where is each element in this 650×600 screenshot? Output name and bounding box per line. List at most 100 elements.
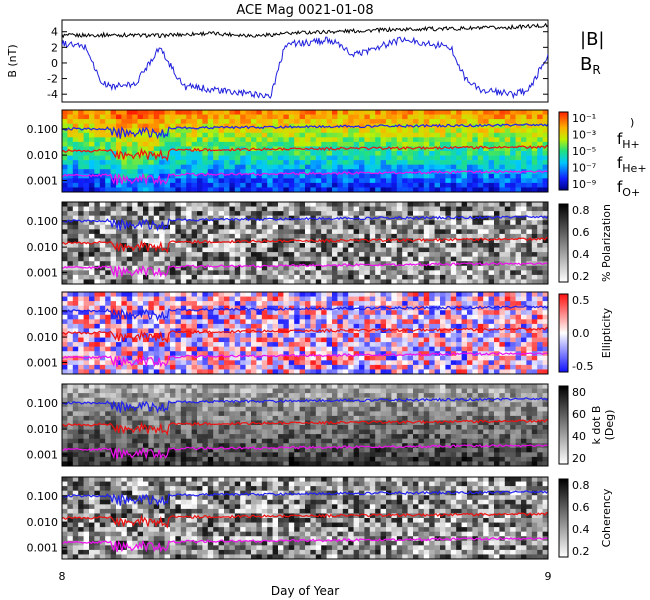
heatmap-cell [402, 305, 408, 311]
heatmap-cell [153, 346, 160, 352]
heatmap-cell [440, 182, 446, 188]
heatmap-cell [116, 119, 122, 124]
heatmap-cell [348, 233, 354, 239]
heatmap-cell [245, 169, 252, 175]
heatmap-cell [202, 151, 209, 156]
heatmap-cell [488, 164, 495, 170]
heatmap-cell [359, 305, 365, 311]
heatmap-cell [240, 128, 246, 134]
heatmap-cell [353, 182, 360, 188]
heatmap-cell [380, 305, 387, 311]
heatmap-cell [526, 220, 533, 226]
heatmap-cell [359, 319, 365, 325]
heatmap-cell [488, 274, 495, 280]
heatmap-cell [467, 301, 473, 306]
heatmap-cell [364, 169, 371, 175]
heatmap-cell [294, 279, 300, 285]
heatmap-cell [348, 119, 354, 124]
heatmap-cell [251, 337, 257, 343]
heatmap-cell [413, 202, 419, 207]
heatmap-cell [137, 360, 144, 366]
heatmap-cell [402, 323, 408, 329]
heatmap-cell [337, 164, 344, 170]
heatmap-cell [504, 319, 511, 325]
heatmap-cell [62, 402, 68, 408]
heatmap-cell [396, 206, 403, 212]
heatmap-cell [186, 342, 192, 347]
heatmap-cell [207, 220, 214, 226]
heatmap-cell [445, 364, 452, 370]
heatmap-cell [62, 447, 68, 453]
heatmap-cell [359, 155, 365, 161]
heatmap-cell [234, 114, 241, 120]
heatmap-cell [116, 132, 122, 138]
heatmap-cell [359, 270, 365, 276]
heatmap-cell [413, 224, 419, 230]
heatmap-cell [369, 224, 376, 230]
heatmap-cell [197, 206, 203, 212]
heatmap-cell [359, 220, 365, 226]
heatmap-cell [288, 137, 295, 143]
heatmap-cell [62, 238, 68, 244]
heatmap-cell [240, 173, 246, 179]
heatmap-cell [488, 301, 495, 306]
heatmap-cell [305, 337, 311, 343]
heatmap-cell [159, 137, 165, 143]
heatmap-cell [396, 211, 403, 216]
heatmap-cell [224, 323, 230, 329]
heatmap-cell [488, 128, 495, 134]
heatmap-cell [67, 452, 74, 458]
heatmap-cell [186, 141, 192, 147]
heatmap-cell [364, 160, 371, 165]
heatmap-cell [72, 220, 79, 226]
heatmap-cell [375, 178, 381, 184]
heatmap-cell [191, 305, 198, 311]
heatmap-cell [494, 369, 500, 375]
heatmap-cell [67, 415, 74, 421]
heatmap-cell [461, 279, 468, 285]
heatmap-cell [402, 261, 408, 267]
heatmap-cell [456, 328, 462, 334]
heatmap-cell [89, 342, 95, 347]
heatmap-cell [78, 178, 84, 184]
heatmap-cell [116, 187, 122, 193]
heatmap-cell [229, 114, 236, 120]
heatmap-cell [251, 252, 257, 257]
heatmap-cell [342, 119, 349, 124]
heatmap-cell [510, 173, 516, 179]
heatmap-cell [337, 160, 344, 165]
heatmap-cell [445, 270, 452, 276]
heatmap-cell [99, 160, 106, 165]
heatmap-cell [369, 182, 376, 188]
heatmap-cell [423, 305, 430, 311]
heatmap-cell [391, 202, 398, 207]
heatmap-cell [94, 247, 101, 253]
heatmap-cell [159, 211, 165, 216]
heatmap-cell [143, 279, 149, 285]
heatmap-cell [175, 110, 182, 115]
heatmap-cell [450, 229, 457, 235]
heatmap-cell [207, 173, 214, 179]
heatmap-cell [510, 265, 516, 271]
heatmap-cell [494, 123, 500, 129]
heatmap-cell [207, 274, 214, 280]
heatmap-cell [207, 211, 214, 216]
heatmap-cell [326, 314, 333, 320]
heatmap-cell [251, 296, 257, 302]
heatmap-cell [510, 369, 516, 375]
heatmap-cell [288, 151, 295, 156]
heatmap-cell [332, 141, 338, 147]
heatmap-cell [386, 114, 392, 120]
heatmap-cell [526, 110, 533, 115]
heatmap-cell [299, 155, 306, 161]
heatmap-cell [126, 247, 133, 253]
heatmap-cell [245, 146, 252, 152]
heatmap-cell [197, 146, 203, 152]
heatmap-cell [288, 169, 295, 175]
heatmap-cell [434, 233, 441, 239]
panel-magnetic-field: 420-2-4 B (nT) |B| BR [6, 19, 604, 103]
heatmap-cell [240, 114, 246, 120]
heatmap-cell [132, 137, 138, 143]
heatmap-cell [224, 178, 230, 184]
